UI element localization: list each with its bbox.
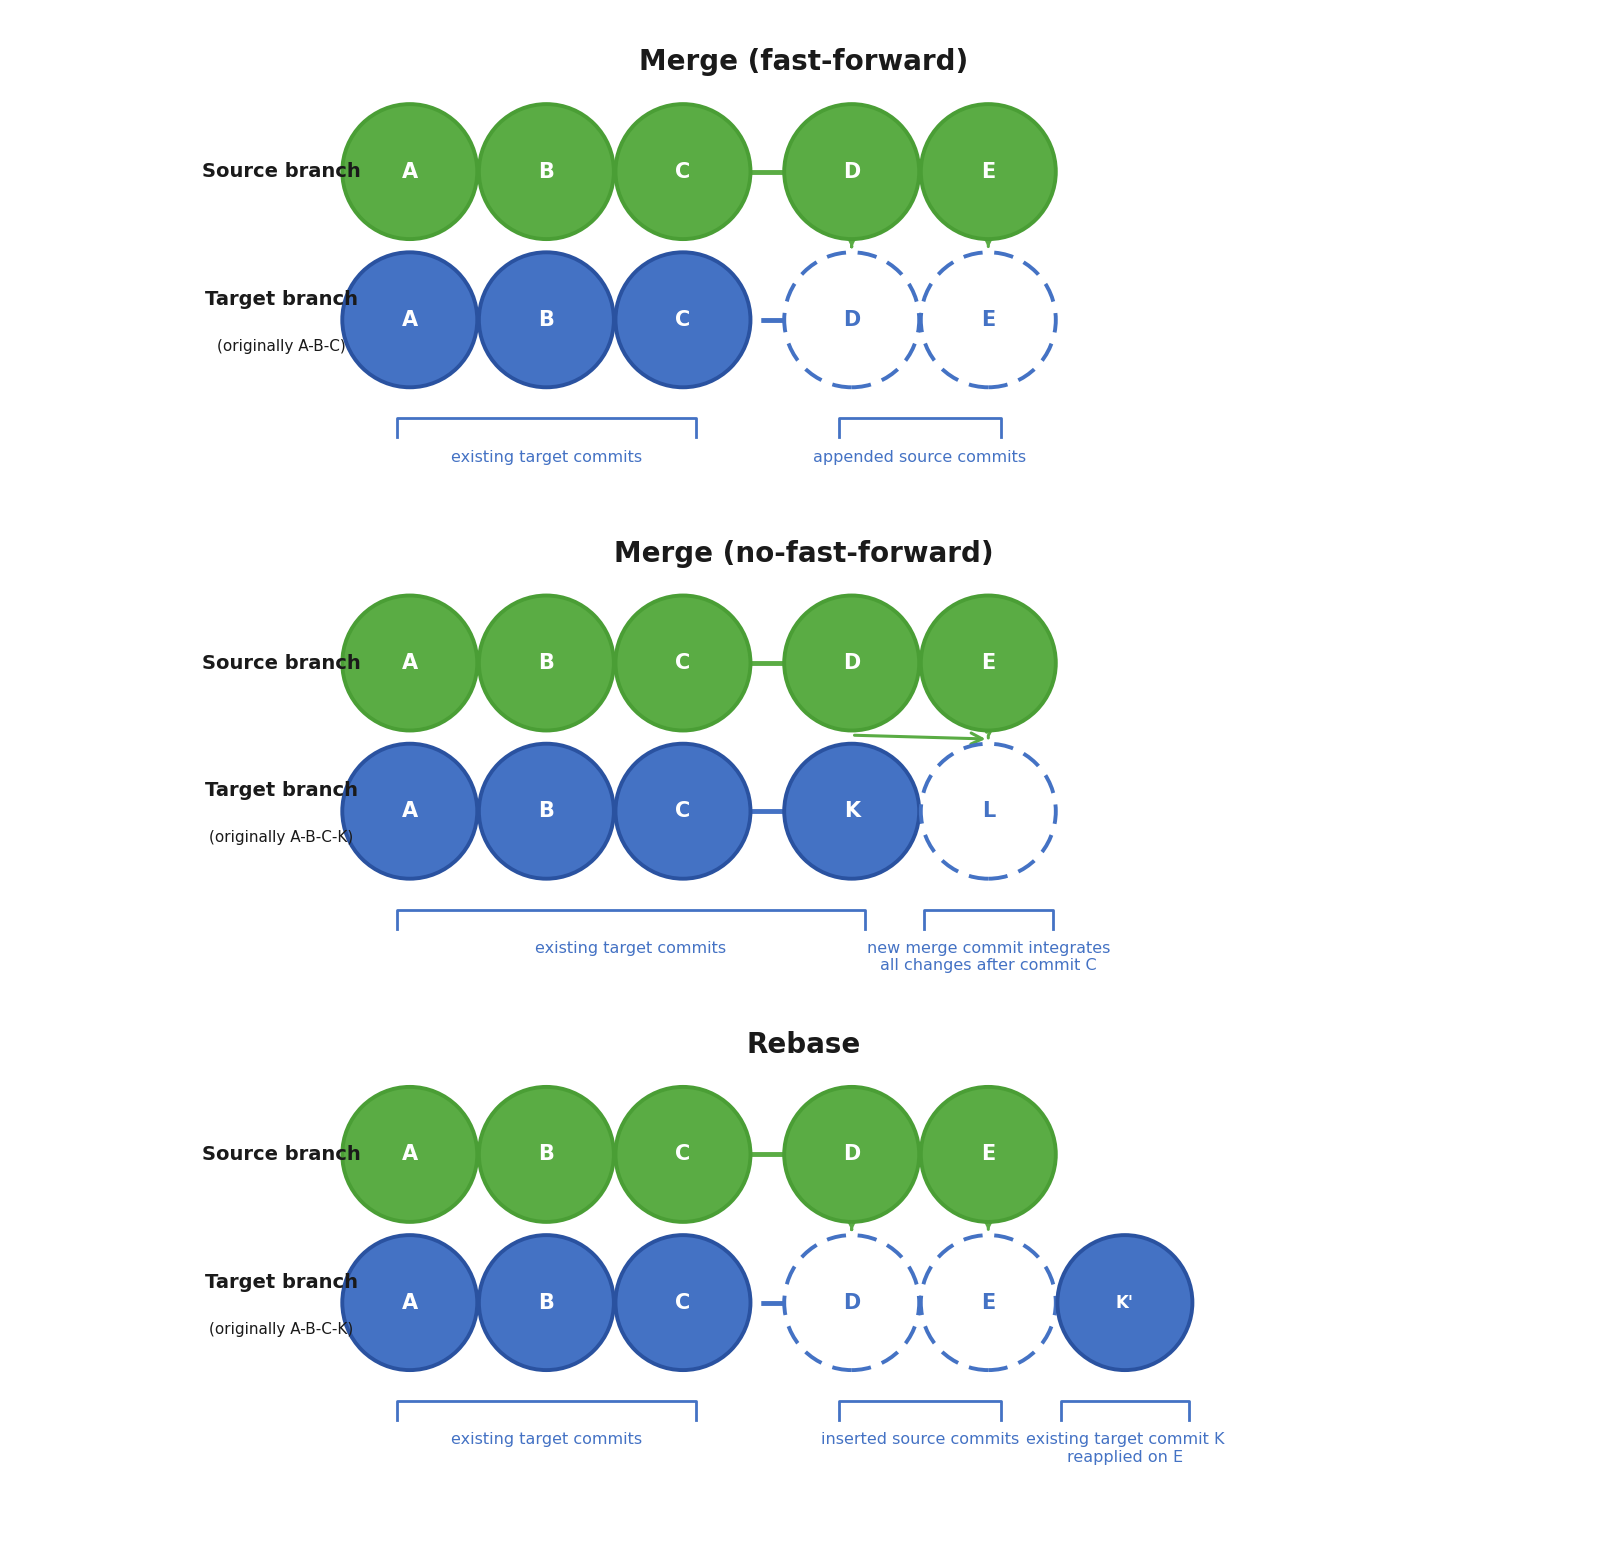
Text: Merge (fast-forward): Merge (fast-forward) — [640, 48, 967, 76]
Text: B: B — [538, 802, 554, 821]
Ellipse shape — [1057, 1236, 1192, 1370]
Ellipse shape — [342, 744, 477, 878]
Text: existing target commits: existing target commits — [535, 941, 726, 956]
Ellipse shape — [479, 1236, 614, 1370]
Text: B: B — [538, 1293, 554, 1312]
Text: Rebase: Rebase — [746, 1031, 861, 1059]
Text: C: C — [675, 1293, 691, 1312]
Text: B: B — [538, 654, 554, 672]
Text: L: L — [982, 802, 995, 821]
Text: new merge commit integrates
all changes after commit C: new merge commit integrates all changes … — [866, 941, 1110, 973]
Text: B: B — [538, 1145, 554, 1164]
Ellipse shape — [479, 253, 614, 387]
Ellipse shape — [615, 253, 750, 387]
Ellipse shape — [615, 744, 750, 878]
Text: E: E — [982, 162, 995, 181]
Text: C: C — [675, 310, 691, 329]
Ellipse shape — [479, 744, 614, 878]
Text: (originally A-B-C): (originally A-B-C) — [217, 339, 346, 354]
Ellipse shape — [921, 1087, 1056, 1221]
Text: (originally A-B-C-K): (originally A-B-C-K) — [209, 830, 354, 846]
Text: D: D — [844, 1145, 860, 1164]
Text: Target branch: Target branch — [204, 782, 358, 800]
Ellipse shape — [479, 1087, 614, 1221]
Ellipse shape — [784, 105, 919, 239]
Text: D: D — [844, 654, 860, 672]
Ellipse shape — [921, 105, 1056, 239]
Ellipse shape — [784, 253, 919, 387]
Text: E: E — [982, 310, 995, 329]
Text: E: E — [982, 1293, 995, 1312]
Ellipse shape — [342, 1087, 477, 1221]
Ellipse shape — [921, 744, 1056, 878]
Ellipse shape — [784, 1087, 919, 1221]
Text: A: A — [402, 654, 418, 672]
Text: C: C — [675, 654, 691, 672]
Text: existing target commits: existing target commits — [452, 449, 641, 465]
Text: C: C — [675, 802, 691, 821]
Text: appended source commits: appended source commits — [813, 449, 1027, 465]
Ellipse shape — [342, 253, 477, 387]
Text: Target branch: Target branch — [204, 1273, 358, 1292]
Text: C: C — [675, 162, 691, 181]
Text: A: A — [402, 802, 418, 821]
Text: existing target commit K
reapplied on E: existing target commit K reapplied on E — [1025, 1432, 1225, 1465]
Text: A: A — [402, 310, 418, 329]
Text: D: D — [844, 310, 860, 329]
Ellipse shape — [342, 105, 477, 239]
Text: A: A — [402, 162, 418, 181]
Text: E: E — [982, 1145, 995, 1164]
Ellipse shape — [615, 1087, 750, 1221]
Text: D: D — [844, 1293, 860, 1312]
Text: Source branch: Source branch — [202, 162, 360, 181]
Ellipse shape — [615, 1236, 750, 1370]
Ellipse shape — [342, 596, 477, 730]
Text: Source branch: Source branch — [202, 1145, 360, 1164]
Text: A: A — [402, 1145, 418, 1164]
Ellipse shape — [921, 1236, 1056, 1370]
Text: existing target commits: existing target commits — [452, 1432, 641, 1448]
Ellipse shape — [921, 596, 1056, 730]
Text: Target branch: Target branch — [204, 290, 358, 309]
Ellipse shape — [615, 596, 750, 730]
Text: A: A — [402, 1293, 418, 1312]
Ellipse shape — [342, 1236, 477, 1370]
Text: B: B — [538, 310, 554, 329]
Text: K': K' — [1115, 1293, 1135, 1312]
Text: C: C — [675, 1145, 691, 1164]
Ellipse shape — [615, 105, 750, 239]
Text: Source branch: Source branch — [202, 654, 360, 672]
Text: Merge (no-fast-forward): Merge (no-fast-forward) — [614, 540, 993, 568]
Ellipse shape — [784, 744, 919, 878]
Text: K: K — [844, 802, 860, 821]
Text: (originally A-B-C-K): (originally A-B-C-K) — [209, 1321, 354, 1337]
Text: E: E — [982, 654, 995, 672]
Text: D: D — [844, 162, 860, 181]
Ellipse shape — [479, 105, 614, 239]
Text: inserted source commits: inserted source commits — [821, 1432, 1019, 1448]
Ellipse shape — [479, 596, 614, 730]
Text: B: B — [538, 162, 554, 181]
Ellipse shape — [784, 1236, 919, 1370]
Ellipse shape — [784, 596, 919, 730]
Ellipse shape — [921, 253, 1056, 387]
